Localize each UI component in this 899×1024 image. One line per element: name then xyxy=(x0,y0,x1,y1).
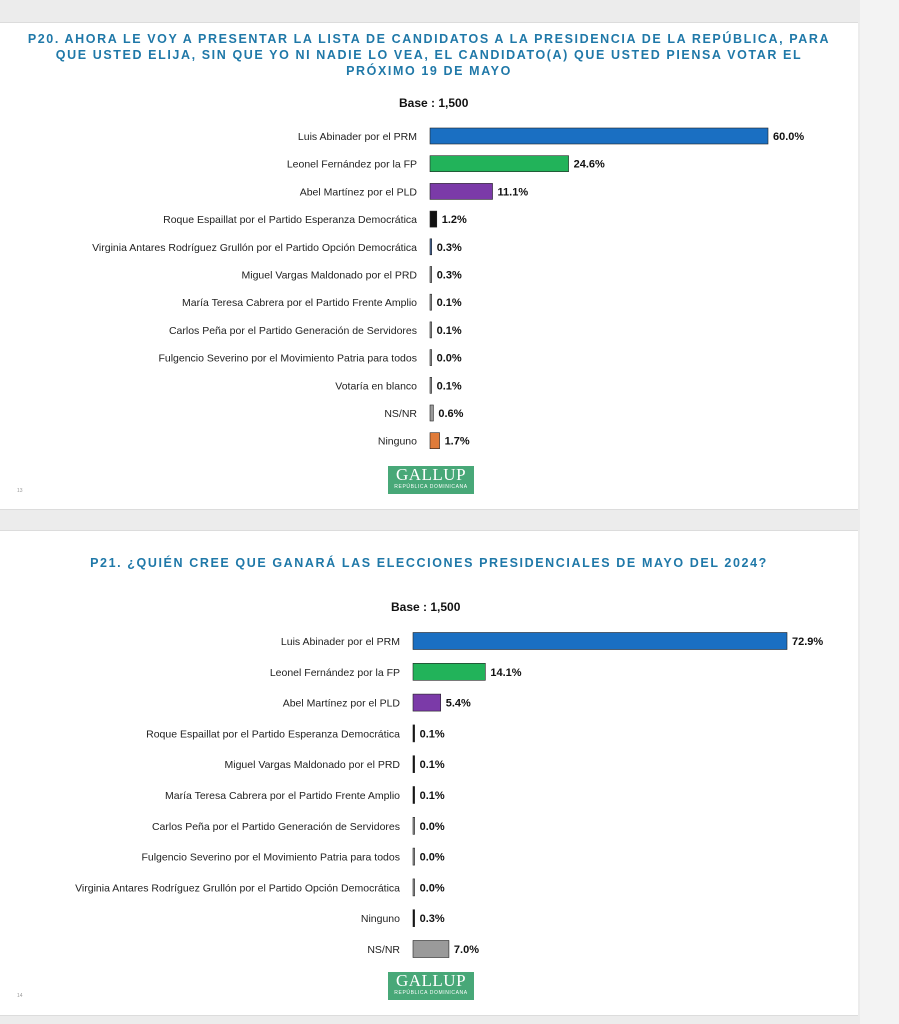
bar xyxy=(412,632,788,650)
category-label: Ninguno xyxy=(361,913,400,925)
category-label: NS/NR xyxy=(367,944,400,956)
gallup-logo: GALLUP REPÚBLICA DOMINICANA xyxy=(388,972,474,1000)
value-label: 0.0% xyxy=(420,852,445,864)
category-label: Carlos Peña por el Partido Generación de… xyxy=(152,821,400,833)
value-label: 0.1% xyxy=(437,297,462,309)
bar xyxy=(429,404,434,422)
value-label: 0.1% xyxy=(420,728,445,740)
value-label: 11.1% xyxy=(498,186,529,198)
base-label: Base : 1,500 xyxy=(391,600,461,614)
bar xyxy=(412,724,415,743)
slide-title: P21. ¿QUIÉN CREE QUE GANARÁ LAS ELECCION… xyxy=(90,556,768,570)
bar xyxy=(429,321,432,339)
bar xyxy=(412,662,486,681)
bar xyxy=(412,878,415,897)
logo-brand: GALLUP xyxy=(395,971,467,990)
value-label: 5.4% xyxy=(446,698,471,710)
value-label: 0.3% xyxy=(437,242,462,254)
logo-subtitle: REPÚBLICA DOMINICANA xyxy=(394,484,468,490)
bar xyxy=(429,349,432,366)
base-label: Base : 1,500 xyxy=(399,96,469,110)
value-label: 0.3% xyxy=(437,270,462,282)
bar xyxy=(429,266,432,283)
value-label: 0.3% xyxy=(420,913,445,925)
category-label: Luis Abinader por el PRM xyxy=(281,636,400,648)
category-label: Carlos Peña por el Partido Generación de… xyxy=(169,325,417,337)
logo-subtitle: REPÚBLICA DOMINICANA xyxy=(394,990,468,996)
value-label: 14.1% xyxy=(490,667,521,679)
category-label: Roque Espaillat por el Partido Esperanza… xyxy=(163,214,417,226)
value-label: 0.1% xyxy=(420,790,445,802)
category-label: Virginia Antares Rodríguez Grullón por e… xyxy=(92,242,417,254)
bar xyxy=(412,940,450,958)
bar xyxy=(429,127,769,145)
category-label: Miguel Vargas Maldonado por el PRD xyxy=(242,270,418,282)
value-label: 7.0% xyxy=(454,944,479,956)
category-label: Abel Martínez por el PLD xyxy=(300,186,418,198)
category-label: Leonel Fernández por la FP xyxy=(287,159,417,171)
category-label: María Teresa Cabrera por el Partido Fren… xyxy=(165,790,400,802)
value-label: 24.6% xyxy=(574,159,605,171)
bar xyxy=(412,755,415,773)
value-label: 0.1% xyxy=(437,380,462,392)
category-label: Fulgencio Severino por el Movimiento Pat… xyxy=(158,353,417,365)
category-label: Leonel Fernández por la FP xyxy=(270,667,400,679)
value-label: 0.0% xyxy=(420,882,445,894)
bar xyxy=(429,183,493,200)
category-label: Luis Abinader por el PRM xyxy=(298,131,417,143)
bar xyxy=(429,238,432,256)
bar xyxy=(412,909,415,928)
category-label: NS/NR xyxy=(384,408,417,420)
bar xyxy=(412,817,415,835)
value-label: 0.6% xyxy=(438,408,463,420)
gallup-logo: GALLUP REPÚBLICA DOMINICANA xyxy=(388,466,474,494)
logo-brand: GALLUP xyxy=(395,465,467,484)
side-strip xyxy=(860,0,899,1024)
value-label: 0.1% xyxy=(437,325,462,337)
value-label: 60.0% xyxy=(773,131,804,143)
value-label: 1.2% xyxy=(442,214,467,226)
value-label: 0.0% xyxy=(437,353,462,365)
slide-p20: P20. AHORA LE VOY A PRESENTAR LA LISTA D… xyxy=(0,22,858,510)
category-label: Votaría en blanco xyxy=(335,380,417,392)
bar xyxy=(429,376,432,394)
value-label: 1.7% xyxy=(445,436,470,448)
bar xyxy=(412,693,442,712)
category-label: Fulgencio Severino por el Movimiento Pat… xyxy=(141,852,400,864)
category-label: Ninguno xyxy=(378,436,417,448)
slide-title: P20. AHORA LE VOY A PRESENTAR LA LISTA D… xyxy=(27,32,831,78)
bar-chart-p20: Luis Abinader por el PRM 60.0% Leonel Fern… xyxy=(92,127,804,450)
bar xyxy=(412,786,415,804)
bar xyxy=(429,155,569,173)
value-label: 72.9% xyxy=(792,636,823,648)
bar xyxy=(412,847,415,866)
bar xyxy=(429,432,440,450)
category-label: Abel Martínez por el PLD xyxy=(283,698,401,710)
bar xyxy=(429,293,432,311)
bar xyxy=(429,210,438,228)
category-label: Miguel Vargas Maldonado por el PRD xyxy=(225,759,401,771)
page-number: 13 xyxy=(17,488,23,494)
category-label: Virginia Antares Rodríguez Grullón por e… xyxy=(75,882,400,894)
value-label: 0.0% xyxy=(420,821,445,833)
slide-p21: P21. ¿QUIÉN CREE QUE GANARÁ LAS ELECCION… xyxy=(0,530,858,1016)
category-label: María Teresa Cabrera por el Partido Fren… xyxy=(182,297,417,309)
bar-chart-p21: Luis Abinader por el PRM 72.9% Leonel Fern… xyxy=(75,632,823,958)
value-label: 0.1% xyxy=(420,759,445,771)
page-number: 14 xyxy=(17,993,23,999)
category-label: Roque Espaillat por el Partido Esperanza… xyxy=(146,728,400,740)
